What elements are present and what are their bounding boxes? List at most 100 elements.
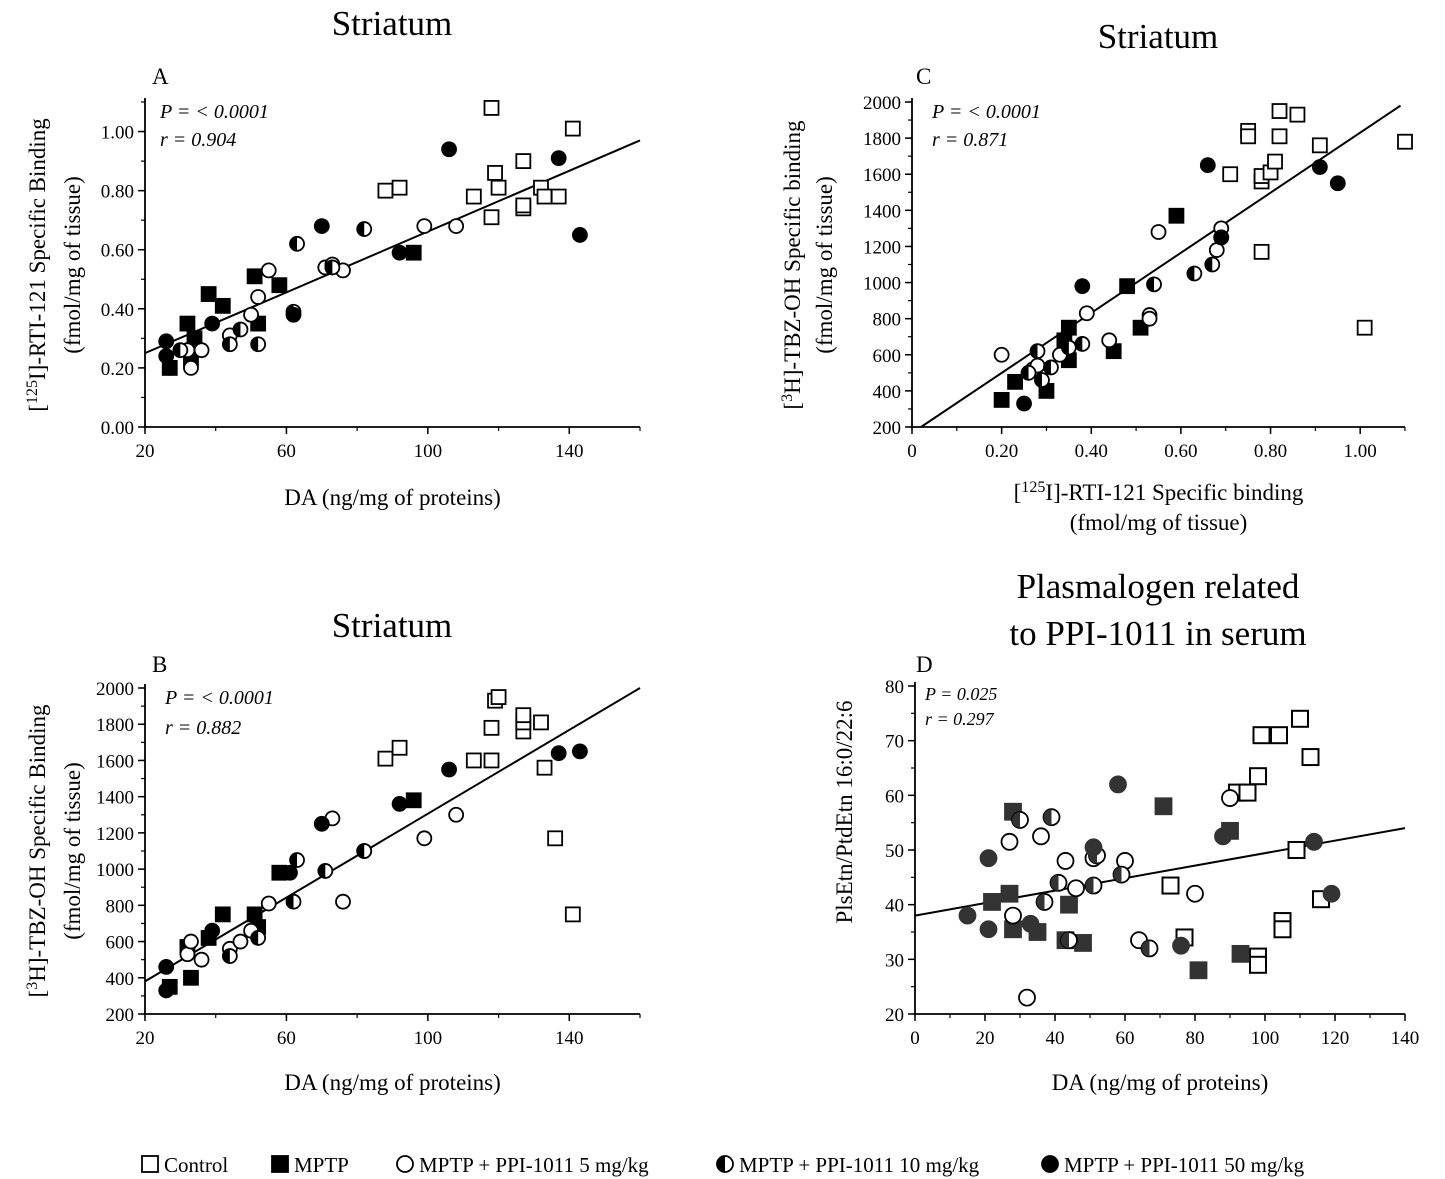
data-point [441,141,457,158]
data-point [271,277,288,294]
data-point [1199,157,1216,174]
legend-label: Control [164,1153,228,1177]
x-tick-label: 0 [910,1028,920,1049]
x-tick-label: 0.60 [1164,441,1197,462]
x-tick-label: 100 [414,441,443,462]
r-value: r = 0.297 [925,709,995,729]
data-point [1060,339,1077,356]
data-point [1060,319,1077,336]
x-tick-label: 140 [1391,1028,1420,1049]
data-point [571,743,588,760]
y-tick-label: 1600 [863,165,901,186]
data-point [550,150,567,167]
series-circle-open [1000,789,1239,1007]
data-point [1060,931,1078,950]
y-tick-label: 0.20 [101,359,134,380]
data-point [313,218,330,234]
data-point [1049,873,1068,892]
data-point [1161,876,1180,895]
data-point [1150,224,1167,240]
data-point [1253,243,1270,260]
data-point [1397,133,1413,150]
data-point [1222,166,1239,183]
data-point [1311,137,1328,154]
data-point [1214,827,1232,846]
data-point [335,893,351,910]
legend: Control MPTP MPTP + PPI-1011 5 mg/kg MPTP +… [141,1153,1305,1177]
data-point [536,759,553,776]
legend-item: MPTP + PPI-1011 10 mg/kg [716,1153,980,1177]
regression-line [144,139,641,355]
data-point [483,100,500,116]
data-point [487,165,503,181]
data-point [250,289,267,305]
y-tick-label: 2000 [863,93,901,114]
y-tick-label: 1800 [96,715,134,736]
series-circle-half [1020,229,1230,388]
x-tick-label: 100 [1251,1028,1280,1049]
legend-marker-circle-filled [1041,1155,1059,1173]
data-point [172,342,189,359]
data-point [204,922,221,939]
legend-marker-square-open [141,1155,159,1173]
data-point [183,933,199,950]
data-point [204,315,221,332]
data-point [1020,364,1037,381]
data-point [221,948,238,964]
data-point [1078,305,1095,322]
panel-c: Striatum CP = < 0.0001 r = 0.871 0 0.20 0.40 0… [779,17,1413,535]
data-point [515,707,532,724]
data-point [1084,838,1103,857]
data-point [533,714,549,731]
y-tick-label: 50 [885,841,904,862]
legend-marker-square-filled [271,1155,289,1173]
r-value: r = 0.904 [160,129,236,151]
series-circle-filled [958,775,1341,955]
data-point [1238,783,1257,802]
data-point [979,849,998,868]
data-point [161,360,178,376]
panel-title-line2: to PPI-1011 in serum [1009,614,1306,653]
y-tick-label: 200 [106,1005,135,1026]
data-point [490,179,507,196]
data-point [515,197,532,214]
y-axis-label-line2: (fmol/mg of tissue) [60,762,85,940]
series-square-open [1222,103,1413,336]
data-point [1231,944,1250,963]
y-tick-label: 70 [885,732,904,753]
data-point [983,893,1001,911]
series-square-open [1161,709,1330,974]
y-tick-label: 2000 [96,679,134,700]
p-value: P = 0.025 [924,684,997,704]
data-point [1271,103,1288,119]
x-tick-label: 20 [136,441,155,462]
data-point [405,792,422,809]
y-tick-label: 800 [873,310,902,331]
data-point [405,244,422,261]
data-point [1004,906,1022,925]
regression-line [144,687,641,983]
y-tick-label: 1000 [96,860,134,881]
data-point [1042,808,1061,827]
data-point [1056,852,1075,870]
data-point [391,179,408,196]
data-point [1035,893,1054,911]
data-point [1112,865,1131,884]
data-point [289,235,305,252]
data-point [158,333,175,350]
panel-title: Striatum [332,606,453,645]
data-point [1329,175,1346,192]
y-tick-label: 60 [885,786,904,807]
data-point [1249,955,1267,974]
data-point [483,719,500,736]
y-tick-label: 1200 [863,237,901,258]
data-point [979,920,998,939]
data-point [158,982,175,999]
data-point [1029,343,1046,360]
series-square-open [377,100,581,226]
data-point [1252,726,1271,745]
data-point [260,262,277,279]
panel-letter: B [152,652,167,677]
data-point [1186,884,1204,903]
x-tick-label: 60 [1116,1028,1135,1049]
